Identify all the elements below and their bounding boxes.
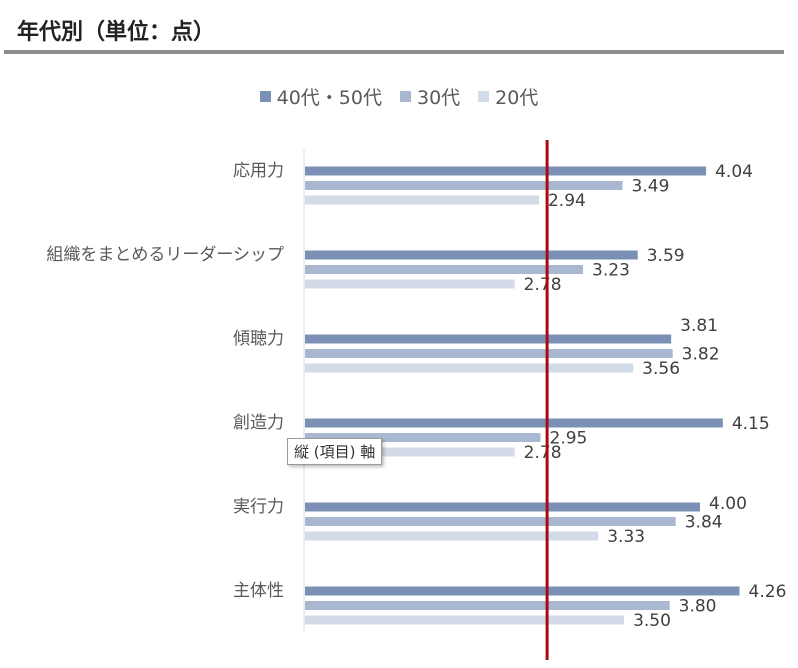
data-label-keichouryoku-30: 3.82 (682, 345, 720, 365)
legend-label-30: 30代 (416, 87, 461, 109)
bar-souzouryoku-40-50[interactable] (305, 418, 723, 428)
title-divider (4, 50, 784, 54)
data-label-leadership-40-50: 3.59 (647, 246, 685, 266)
bar-keichouryoku-30[interactable] (305, 349, 673, 358)
bar-souzouryoku-20[interactable] (305, 447, 515, 457)
bar-shutaisei-30[interactable] (305, 601, 670, 610)
data-label-jikkouryoku-40-50: 4.00 (709, 494, 747, 514)
data-label-shutaisei-20: 3.50 (633, 611, 671, 631)
data-label-keichouryoku-40-50: 3.81 (680, 316, 718, 336)
data-label-ouyouryoku-40-50: 4.04 (715, 162, 753, 182)
data-label-souzouryoku-30: 2.95 (550, 429, 588, 449)
bar-leadership-20[interactable] (305, 279, 515, 289)
legend-item-40-50[interactable]: 40代・50代 (259, 83, 382, 110)
category-label-keichouryoku: 傾聴力 (233, 329, 284, 349)
category-label-shutaisei: 主体性 (233, 581, 284, 601)
page-title: 年代別（単位：点） (17, 20, 216, 45)
legend-label-40-50: 40代・50代 (276, 87, 382, 109)
data-label-ouyouryoku-20: 2.94 (548, 191, 586, 211)
category-label-souzouryoku: 創造力 (233, 413, 284, 433)
bar-souzouryoku-30[interactable] (305, 433, 541, 442)
bar-keichouryoku-20[interactable] (305, 363, 634, 373)
bar-leadership-40-50[interactable] (305, 250, 638, 260)
bar-jikkouryoku-20[interactable] (305, 531, 599, 541)
data-label-jikkouryoku-20: 3.33 (607, 527, 645, 547)
axis-tooltip: 縦 (項目) 軸 (287, 438, 383, 465)
legend-item-30[interactable]: 30代 (399, 83, 461, 110)
bar-shutaisei-20[interactable] (305, 615, 625, 625)
legend-item-20[interactable]: 20代 (478, 83, 538, 110)
bar-shutaisei-40-50[interactable] (305, 586, 740, 596)
legend-label-20: 20代 (495, 87, 539, 109)
data-label-souzouryoku-40-50: 4.15 (732, 414, 770, 434)
data-label-jikkouryoku-30: 3.84 (685, 513, 723, 533)
data-label-leadership-30: 3.23 (592, 261, 630, 281)
bar-ouyouryoku-20[interactable] (305, 195, 539, 205)
category-label-ouyouryoku: 応用力 (233, 161, 284, 181)
category-label-leadership: 組織をまとめるリーダーシップ (46, 245, 284, 265)
bar-leadership-30[interactable] (305, 265, 584, 274)
data-label-shutaisei-40-50: 4.26 (749, 582, 787, 602)
chart-legend[interactable]: 40代・50代 30代 20代 (0, 83, 798, 110)
legend-swatch-20 (478, 91, 490, 102)
legend-swatch-40-50 (259, 91, 271, 102)
bar-jikkouryoku-30[interactable] (305, 517, 676, 526)
category-label-jikkouryoku: 実行力 (233, 497, 284, 517)
data-label-keichouryoku-20: 3.56 (642, 359, 680, 379)
legend-swatch-30 (399, 91, 411, 102)
data-label-ouyouryoku-30: 3.49 (632, 177, 670, 197)
bar-ouyouryoku-30[interactable] (305, 181, 623, 190)
bar-keichouryoku-40-50[interactable] (305, 334, 672, 344)
data-label-leadership-20: 2.78 (524, 275, 562, 295)
data-label-shutaisei-30: 3.80 (679, 597, 717, 617)
bar-jikkouryoku-40-50[interactable] (305, 502, 701, 512)
bar-ouyouryoku-40-50[interactable] (305, 166, 707, 176)
data-label-souzouryoku-20: 2.78 (524, 443, 562, 463)
